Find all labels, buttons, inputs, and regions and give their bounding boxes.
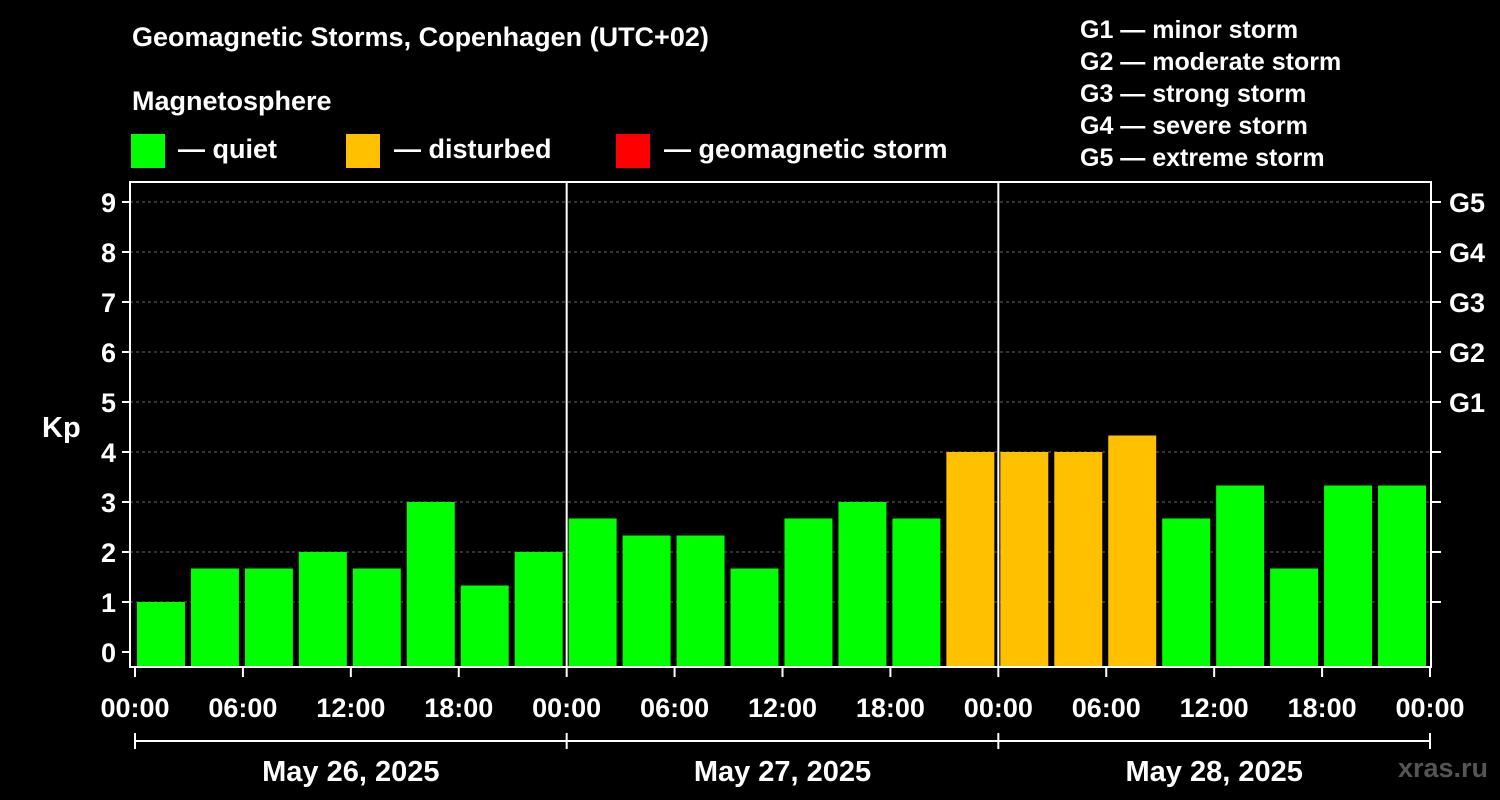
legend-swatch-disturbed	[346, 134, 380, 168]
bar-8	[568, 518, 617, 667]
bar-0	[137, 602, 185, 667]
right-tick-label-g5: G5	[1449, 188, 1485, 218]
right-tick-label-g2: G2	[1449, 338, 1485, 368]
x-tick-label: 18:00	[424, 693, 493, 723]
bar-15	[946, 452, 995, 667]
bar-17	[1054, 452, 1103, 667]
bar-11	[730, 568, 779, 667]
x-tick-label: 18:00	[1288, 693, 1357, 723]
g-legend-g1: G1 — minor storm	[1080, 16, 1299, 44]
y-tick-label-0: 0	[101, 638, 116, 668]
legend-label-quiet: — quiet	[178, 134, 277, 164]
plot-frame	[129, 181, 1432, 668]
y-tick-label-1: 1	[101, 588, 116, 618]
x-tick-label: 12:00	[316, 693, 385, 723]
x-tick-label: 12:00	[748, 693, 817, 723]
right-tick-label-g4: G4	[1449, 238, 1485, 268]
x-tick-label: 00:00	[1395, 693, 1464, 723]
legend-label-storm: — geomagnetic storm	[664, 134, 948, 164]
bar-19	[1162, 518, 1211, 667]
y-tick-label-4: 4	[101, 438, 116, 468]
bar-5	[406, 502, 455, 667]
bar-6	[460, 585, 509, 667]
bar-1	[190, 568, 239, 667]
watermark: xras.ru	[1397, 753, 1488, 783]
bar-13	[838, 502, 887, 667]
x-tick-label: 06:00	[1072, 693, 1141, 723]
g-legend-g5: G5 — extreme storm	[1080, 144, 1325, 172]
y-tick-label-6: 6	[101, 338, 116, 368]
g-legend-g2: G2 — moderate storm	[1080, 48, 1342, 76]
bar-14	[892, 518, 941, 667]
y-tick-label-7: 7	[101, 288, 116, 318]
x-tick-label: 06:00	[640, 693, 709, 723]
date-label: May 26, 2025	[262, 756, 439, 788]
x-tick-label: 00:00	[532, 693, 601, 723]
y-tick-label-9: 9	[101, 188, 116, 218]
bar-2	[244, 568, 293, 667]
date-label: May 27, 2025	[694, 756, 871, 788]
bar-3	[298, 552, 347, 667]
y-tick-label-3: 3	[101, 488, 116, 518]
bar-18	[1108, 435, 1157, 667]
x-tick-label: 06:00	[208, 693, 277, 723]
right-tick-label-g3: G3	[1449, 288, 1485, 318]
bar-23	[1378, 485, 1426, 667]
legend-swatch-storm	[616, 134, 650, 168]
x-tick-label: 18:00	[856, 693, 925, 723]
y-tick-label-8: 8	[101, 238, 116, 268]
bar-16	[1000, 452, 1049, 667]
g-legend-g3: G3 — strong storm	[1080, 80, 1307, 108]
bar-4	[352, 568, 401, 667]
g-scale-legend: G1 — minor storm G2 — moderate storm G3 …	[1080, 14, 1341, 174]
bar-20	[1216, 485, 1265, 667]
legend-label-disturbed: — disturbed	[394, 134, 552, 164]
bar-22	[1324, 485, 1373, 667]
bar-12	[784, 518, 833, 667]
right-tick-label-g1: G1	[1449, 388, 1485, 418]
g-legend-g4: G4 — severe storm	[1080, 112, 1308, 140]
bar-21	[1270, 568, 1319, 667]
chart-title: Geomagnetic Storms, Copenhagen (UTC+02)	[132, 22, 709, 52]
chart-subtitle: Magnetosphere	[132, 86, 332, 116]
legend-swatch-quiet	[131, 134, 165, 168]
y-axis-label: Kp	[42, 412, 81, 444]
bar-9	[622, 535, 671, 667]
bar-10	[676, 535, 725, 667]
date-label: May 28, 2025	[1125, 756, 1302, 788]
x-tick-label: 00:00	[100, 693, 169, 723]
y-tick-label-5: 5	[101, 388, 116, 418]
y-tick-label-2: 2	[101, 538, 116, 568]
x-tick-label: 00:00	[964, 693, 1033, 723]
x-tick-label: 12:00	[1180, 693, 1249, 723]
bar-7	[514, 552, 563, 667]
